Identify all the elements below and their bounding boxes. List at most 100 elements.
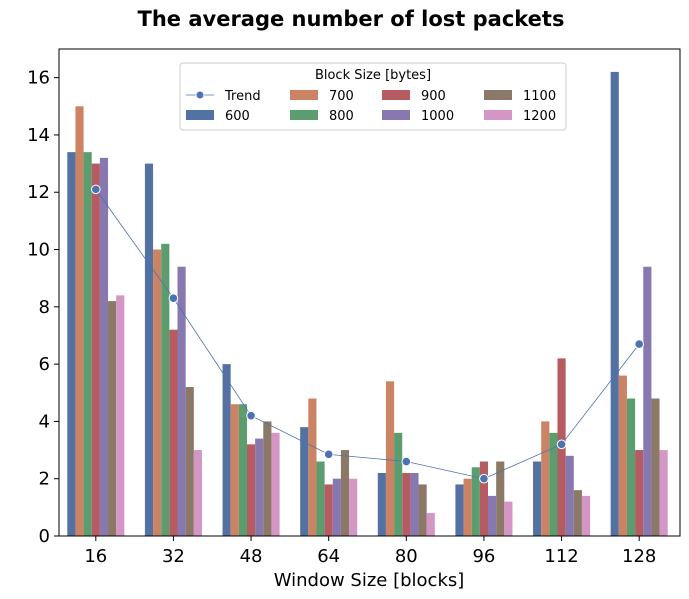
bar-1200-32 [193,450,202,536]
bar-1100-48 [263,421,272,536]
legend-trend-marker [195,90,205,100]
legend-label-Trend: Trend [224,89,261,104]
y-tick-label-6: 6 [39,354,50,375]
bar-900-16 [91,163,100,536]
bar-1200-80 [426,513,435,536]
bar-800-96 [471,467,480,536]
legend-swatch-1000 [382,110,410,120]
trend-point-96 [479,473,489,484]
bar-1100-64 [340,450,350,536]
bar-800-32 [161,243,170,537]
trend-point-112 [556,439,567,450]
y-tick-label-0: 0 [39,526,50,547]
bar-700-64 [308,398,317,536]
bar-800-48 [238,404,247,536]
bar-700-32 [153,249,162,536]
legend-label-900: 900 [421,89,446,104]
trend-point-80 [401,456,412,467]
x-tick-label-16: 16 [84,546,107,567]
legend-swatch-900 [382,90,410,100]
bar-800-64 [316,461,325,536]
legend-swatch-800 [290,110,318,120]
bar-600-64 [300,427,309,536]
legend-swatch-700 [290,90,318,100]
bar-800-112 [549,432,558,536]
bar-600-128 [610,71,619,536]
bar-700-128 [618,375,627,536]
legend-label-600: 600 [225,109,250,124]
bar-600-32 [144,163,154,536]
x-tick-label-64: 64 [317,546,340,567]
bar-900-96 [479,461,489,536]
bar-1100-32 [185,387,194,536]
plot-frame [58,48,681,537]
bar-900-80 [402,472,411,536]
x-tick-label-80: 80 [395,546,418,567]
legend-swatch-600 [186,110,214,120]
y-tick-label-4: 4 [39,411,50,432]
bar-900-64 [324,484,333,536]
bar-1100-80 [418,484,427,536]
bar-1000-96 [488,495,497,536]
bar-1200-64 [349,478,358,536]
bar-900-32 [169,329,178,536]
y-tick-label-2: 2 [39,469,50,490]
trend-point-48 [246,410,256,421]
bar-1000-80 [410,472,419,536]
y-tick-label-12: 12 [27,182,50,203]
bar-1200-128 [659,450,668,536]
bar-1200-112 [581,495,591,536]
bar-1000-128 [643,266,652,536]
trend-point-128 [634,339,644,349]
bar-700-16 [75,106,84,536]
y-tick-label-8: 8 [39,297,50,318]
legend-title: Block Size [bytes] [315,68,431,83]
legend-box [179,62,567,131]
x-tick-label-96: 96 [472,546,495,567]
legend: Block Size [bytes] Trend 600 700 800 900 1000 1… [179,62,567,131]
x-tick-label-128: 128 [622,546,656,567]
bar-700-112 [541,421,550,536]
bar-600-112 [533,461,542,536]
bar-700-96 [463,478,472,536]
trend-point-16 [91,184,101,195]
plot-area: 0 2 4 6 8 10 12 14 16 16 32 48 64 80 96 112 128 [27,48,681,567]
bar-1000-64 [332,478,341,536]
bar-900-48 [246,444,256,536]
legend-label-1200: 1200 [523,109,556,124]
trend-line [95,189,640,480]
bar-1000-112 [565,455,574,536]
x-tick-label-48: 48 [240,546,263,567]
bar-1100-128 [651,398,660,536]
bar-700-80 [385,381,395,536]
legend-label-800: 800 [329,109,354,124]
bar-1200-48 [271,432,280,536]
x-tick-label-112: 112 [544,546,578,567]
bar-1100-16 [108,301,117,536]
y-tick-label-16: 16 [27,68,50,89]
y-tick-label-14: 14 [27,125,50,146]
y-tick-label-10: 10 [27,240,50,261]
legend-label-1100: 1100 [523,89,556,104]
bar-900-128 [635,450,644,536]
bar-600-16 [67,152,76,537]
trend-point-64 [323,449,334,460]
bar-600-48 [222,364,231,536]
bar-700-48 [230,404,239,536]
legend-swatch-1100 [484,90,512,100]
legend-label-1000: 1000 [421,109,454,124]
bar-800-16 [83,152,92,537]
bar-1200-96 [504,501,513,536]
bar-600-80 [377,472,386,536]
bar-1000-48 [255,438,264,536]
bar-800-128 [626,398,636,536]
bar-1100-112 [573,490,582,536]
bar-1100-96 [496,461,505,536]
bar-1200-16 [116,295,125,536]
legend-swatch-1200 [484,110,512,120]
bar-800-80 [394,432,403,536]
x-axis-label: Window Size [blocks] [274,570,465,591]
bar-1000-32 [177,266,186,536]
bar-1000-16 [99,157,109,536]
